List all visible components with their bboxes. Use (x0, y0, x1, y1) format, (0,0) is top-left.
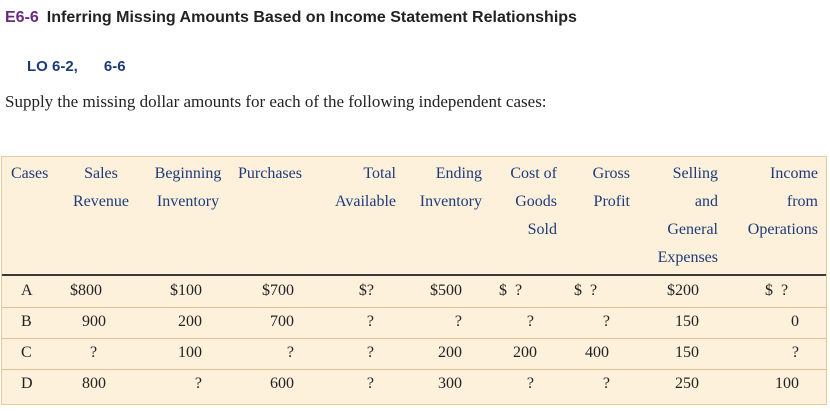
col-header-line: Income (770, 165, 818, 182)
ending-inventory-cell: 300 (438, 375, 462, 392)
col-header-line: from (786, 193, 818, 210)
cost-of-goods-sold-cell: 200 (513, 344, 537, 361)
income-from-operations-cell: 100 (775, 375, 799, 392)
col-header-income-from-operations: Income from Operations (730, 160, 818, 244)
col-header-line: Available (334, 193, 396, 210)
col-header-selling-general-expenses: Selling and General Expenses (642, 160, 718, 272)
col-header-sales-revenue: Sales Revenue (68, 160, 134, 216)
col-header-line: Goods (515, 193, 557, 210)
col-header-line: Cases (11, 165, 49, 182)
learning-objectives: LO 6-2, 6-6 (27, 58, 126, 75)
col-header-line: and (694, 193, 718, 210)
col-header-purchases: Purchases (238, 160, 302, 188)
col-header-line: Sales (84, 165, 118, 182)
instructions-text: Supply the missing dollar amounts for ea… (5, 92, 547, 111)
total-available-cell: ? (366, 313, 374, 330)
selling-general-expenses-cell: $200 (667, 282, 699, 299)
total-available-cell: ? (366, 375, 374, 392)
cases-table: Cases Sales Revenue Beginning Inventory … (1, 156, 827, 405)
row-divider (2, 307, 826, 308)
cost-of-goods-sold-cell: $ ? (499, 282, 523, 299)
total-available-cell: $? (358, 282, 374, 299)
purchases-cell: 700 (270, 313, 294, 330)
ending-inventory-cell: 200 (438, 344, 462, 361)
col-header-line: Gross (592, 165, 630, 182)
case-label: D (21, 375, 33, 392)
sales-revenue-cell: ? (90, 344, 98, 361)
income-from-operations-cell: 0 (791, 313, 799, 330)
header-rule (2, 274, 826, 276)
col-header-line: Selling (672, 165, 718, 182)
purchases-cell: $700 (262, 282, 294, 299)
beginning-inventory-cell: 100 (178, 344, 202, 361)
beginning-inventory-cell: $100 (170, 282, 202, 299)
gross-profit-cell: 400 (585, 344, 609, 361)
beginning-inventory-cell: 200 (178, 313, 202, 330)
selling-general-expenses-cell: 150 (675, 313, 699, 330)
col-header-line: Beginning (154, 165, 222, 182)
gross-profit-cell: $ ? (574, 282, 598, 299)
selling-general-expenses-cell: 150 (675, 344, 699, 361)
learning-objective-1: LO 6-2, (27, 58, 78, 75)
col-header-beginning-inventory: Beginning Inventory (148, 160, 228, 216)
col-header-cost-of-goods-sold: Cost of Goods Sold (492, 160, 557, 244)
cost-of-goods-sold-cell: ? (526, 313, 534, 330)
selling-general-expenses-cell: 250 (675, 375, 699, 392)
col-header-line: Revenue (73, 193, 129, 210)
col-header-line: General (667, 221, 718, 238)
row-divider (2, 338, 826, 339)
income-from-operations-cell: ? (791, 344, 799, 361)
col-header-total-available: Total Available (322, 160, 396, 216)
col-header-line: Sold (527, 221, 557, 238)
col-header-line: Inventory (419, 193, 482, 210)
gross-profit-cell: ? (602, 375, 610, 392)
ending-inventory-cell: ? (454, 313, 462, 330)
cost-of-goods-sold-cell: ? (526, 375, 534, 392)
purchases-cell: 600 (270, 375, 294, 392)
sales-revenue-cell: 900 (82, 313, 106, 330)
exercise-number: E6-6 (5, 9, 39, 26)
sales-revenue-cell: 800 (82, 375, 106, 392)
total-available-cell: ? (366, 344, 374, 361)
case-label: A (21, 282, 33, 299)
case-label: C (21, 344, 32, 361)
col-header-cases: Cases (11, 160, 48, 188)
col-header-line: Inventory (156, 193, 220, 210)
ending-inventory-cell: $500 (430, 282, 462, 299)
learning-objective-2: 6-6 (103, 58, 126, 75)
col-header-line: Total (363, 165, 396, 182)
purchases-cell: ? (286, 344, 294, 361)
exercise-title: Inferring Missing Amounts Based on Incom… (46, 9, 577, 26)
case-label: B (21, 313, 32, 330)
col-header-line: Profit (593, 193, 630, 210)
beginning-inventory-cell: ? (194, 375, 202, 392)
col-header-line: Expenses (657, 249, 718, 266)
col-header-line: Operations (747, 221, 818, 238)
col-header-line: Ending (435, 165, 482, 182)
exercise-heading: E6-6 Inferring Missing Amounts Based on I… (5, 9, 577, 27)
col-header-line: Purchases (238, 165, 302, 182)
col-header-ending-inventory: Ending Inventory (406, 160, 482, 216)
gross-profit-cell: ? (602, 313, 610, 330)
row-divider (2, 369, 826, 370)
col-header-gross-profit: Gross Profit (572, 160, 630, 216)
sales-revenue-cell: $800 (70, 282, 102, 299)
col-header-line: Cost of (510, 165, 557, 182)
income-from-operations-cell: $ ? (765, 282, 789, 299)
